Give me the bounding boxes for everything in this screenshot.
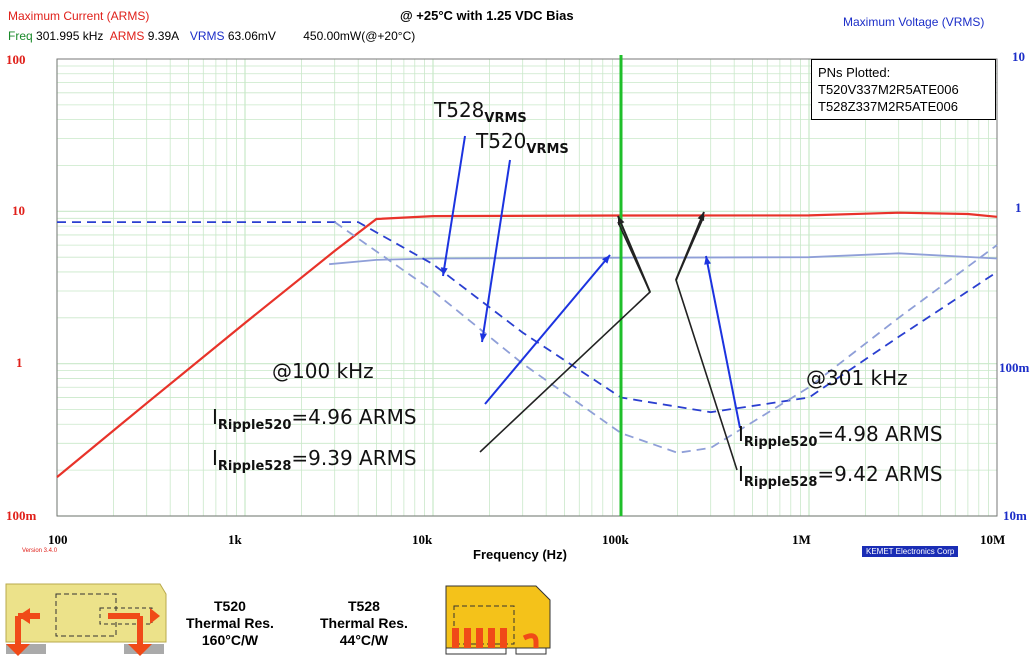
arrow-right-ripple528-head <box>697 212 705 221</box>
x-tick-10k: 10k <box>412 532 433 547</box>
legend-item-t528: T528Z337M2R5ATE006 <box>818 99 958 114</box>
freq-value: 301.995 kHz <box>36 29 104 43</box>
series-t528_vrms <box>334 221 998 454</box>
annotation-left-ripple528: IRipple528=9.39 ARMS <box>212 446 417 474</box>
plot-area <box>57 59 997 516</box>
right-axis-title: Maximum Voltage (VRMS) <box>843 15 985 29</box>
legend-item-t520: T520V337M2R5ATE006 <box>818 82 959 97</box>
arrow-right-ripple528 <box>675 211 705 281</box>
x-axis-label: Frequency (Hz) <box>473 547 567 562</box>
t520-thermal-label: T520 Thermal Res. 160°C/W <box>186 598 274 648</box>
annotation-left-ripple520: IRipple520=4.96 ARMS <box>212 405 417 433</box>
annotation-at-100khz: @100 kHz <box>272 359 374 383</box>
legend-title: PNs Plotted: <box>818 65 891 80</box>
t528-package-illustration <box>445 585 551 655</box>
series-t528_irms <box>56 211 998 478</box>
x-tick-100k: 100k <box>602 532 629 547</box>
arms-label: ARMS <box>109 29 145 43</box>
y-tick-left-1: 1 <box>16 355 23 370</box>
arrow-left-ripple520-head <box>602 255 610 264</box>
y-tick-left-10: 10 <box>12 203 25 218</box>
arrow-left-ripple528-head <box>618 216 625 225</box>
arrow-right-ripple520-head <box>704 256 711 265</box>
readout-row: Freq 301.995 kHz ARMS 9.39A VRMS 63.06mV… <box>8 29 415 43</box>
y-tick-right-10m: 10m <box>1003 508 1027 523</box>
annotation-t528-vrms: T528VRMS <box>434 98 527 126</box>
y-tick-right-100m: 100m <box>999 360 1030 375</box>
y-tick-left-100: 100 <box>6 52 26 67</box>
arrow-left-ripple528 <box>617 215 651 293</box>
annotation-t520-vrms: T520VRMS <box>476 129 569 157</box>
arms-value: 9.39A <box>147 29 179 43</box>
legend-box: PNs Plotted: T520V337M2R5ATE006 T528Z337… <box>811 59 996 120</box>
arrow-right-ripple520 <box>705 255 741 429</box>
annotation-right-ripple520: IRipple520=4.98 ARMS <box>738 422 943 450</box>
x-tick-100: 100 <box>48 532 68 547</box>
chart-title: @ +25°C with 1.25 VDC Bias <box>400 8 574 23</box>
t520-package-illustration <box>5 583 167 656</box>
x-tick-1k: 1k <box>228 532 242 547</box>
vrms-value: 63.06mV <box>227 29 276 43</box>
arrow-t528-vrms-head <box>440 267 448 276</box>
t528-thermal-label: T528 Thermal Res. 44°C/W <box>320 598 408 648</box>
left-axis-title: Maximum Current (ARMS) <box>8 9 150 23</box>
y-tick-left-100m: 100m <box>6 508 37 523</box>
x-tick-1M: 1M <box>792 532 811 547</box>
version-label: Version 3.4.0 <box>22 548 58 554</box>
x-tick-10M: 10M <box>980 532 1006 547</box>
arrow-t520-vrms-head <box>479 333 487 342</box>
arrow-left-ripple520 <box>484 254 611 405</box>
annotation-at-301khz: @301 kHz <box>806 366 908 390</box>
plot-frame <box>56 58 998 517</box>
arrow-t528-vrms <box>442 135 466 277</box>
arrow-t520-vrms <box>481 159 511 343</box>
power-value: 450.00mW(@+20°C) <box>303 29 416 43</box>
kemet-brand: KEMET Electronics Corp <box>862 546 959 557</box>
annotation-right-ripple528: IRipple528=9.42 ARMS <box>738 462 943 490</box>
y-tick-right-1: 1 <box>1015 200 1022 215</box>
freq-label: Freq <box>8 29 33 43</box>
y-tick-right-10: 10 <box>1012 49 1025 64</box>
vrms-label: VRMS <box>189 29 225 43</box>
